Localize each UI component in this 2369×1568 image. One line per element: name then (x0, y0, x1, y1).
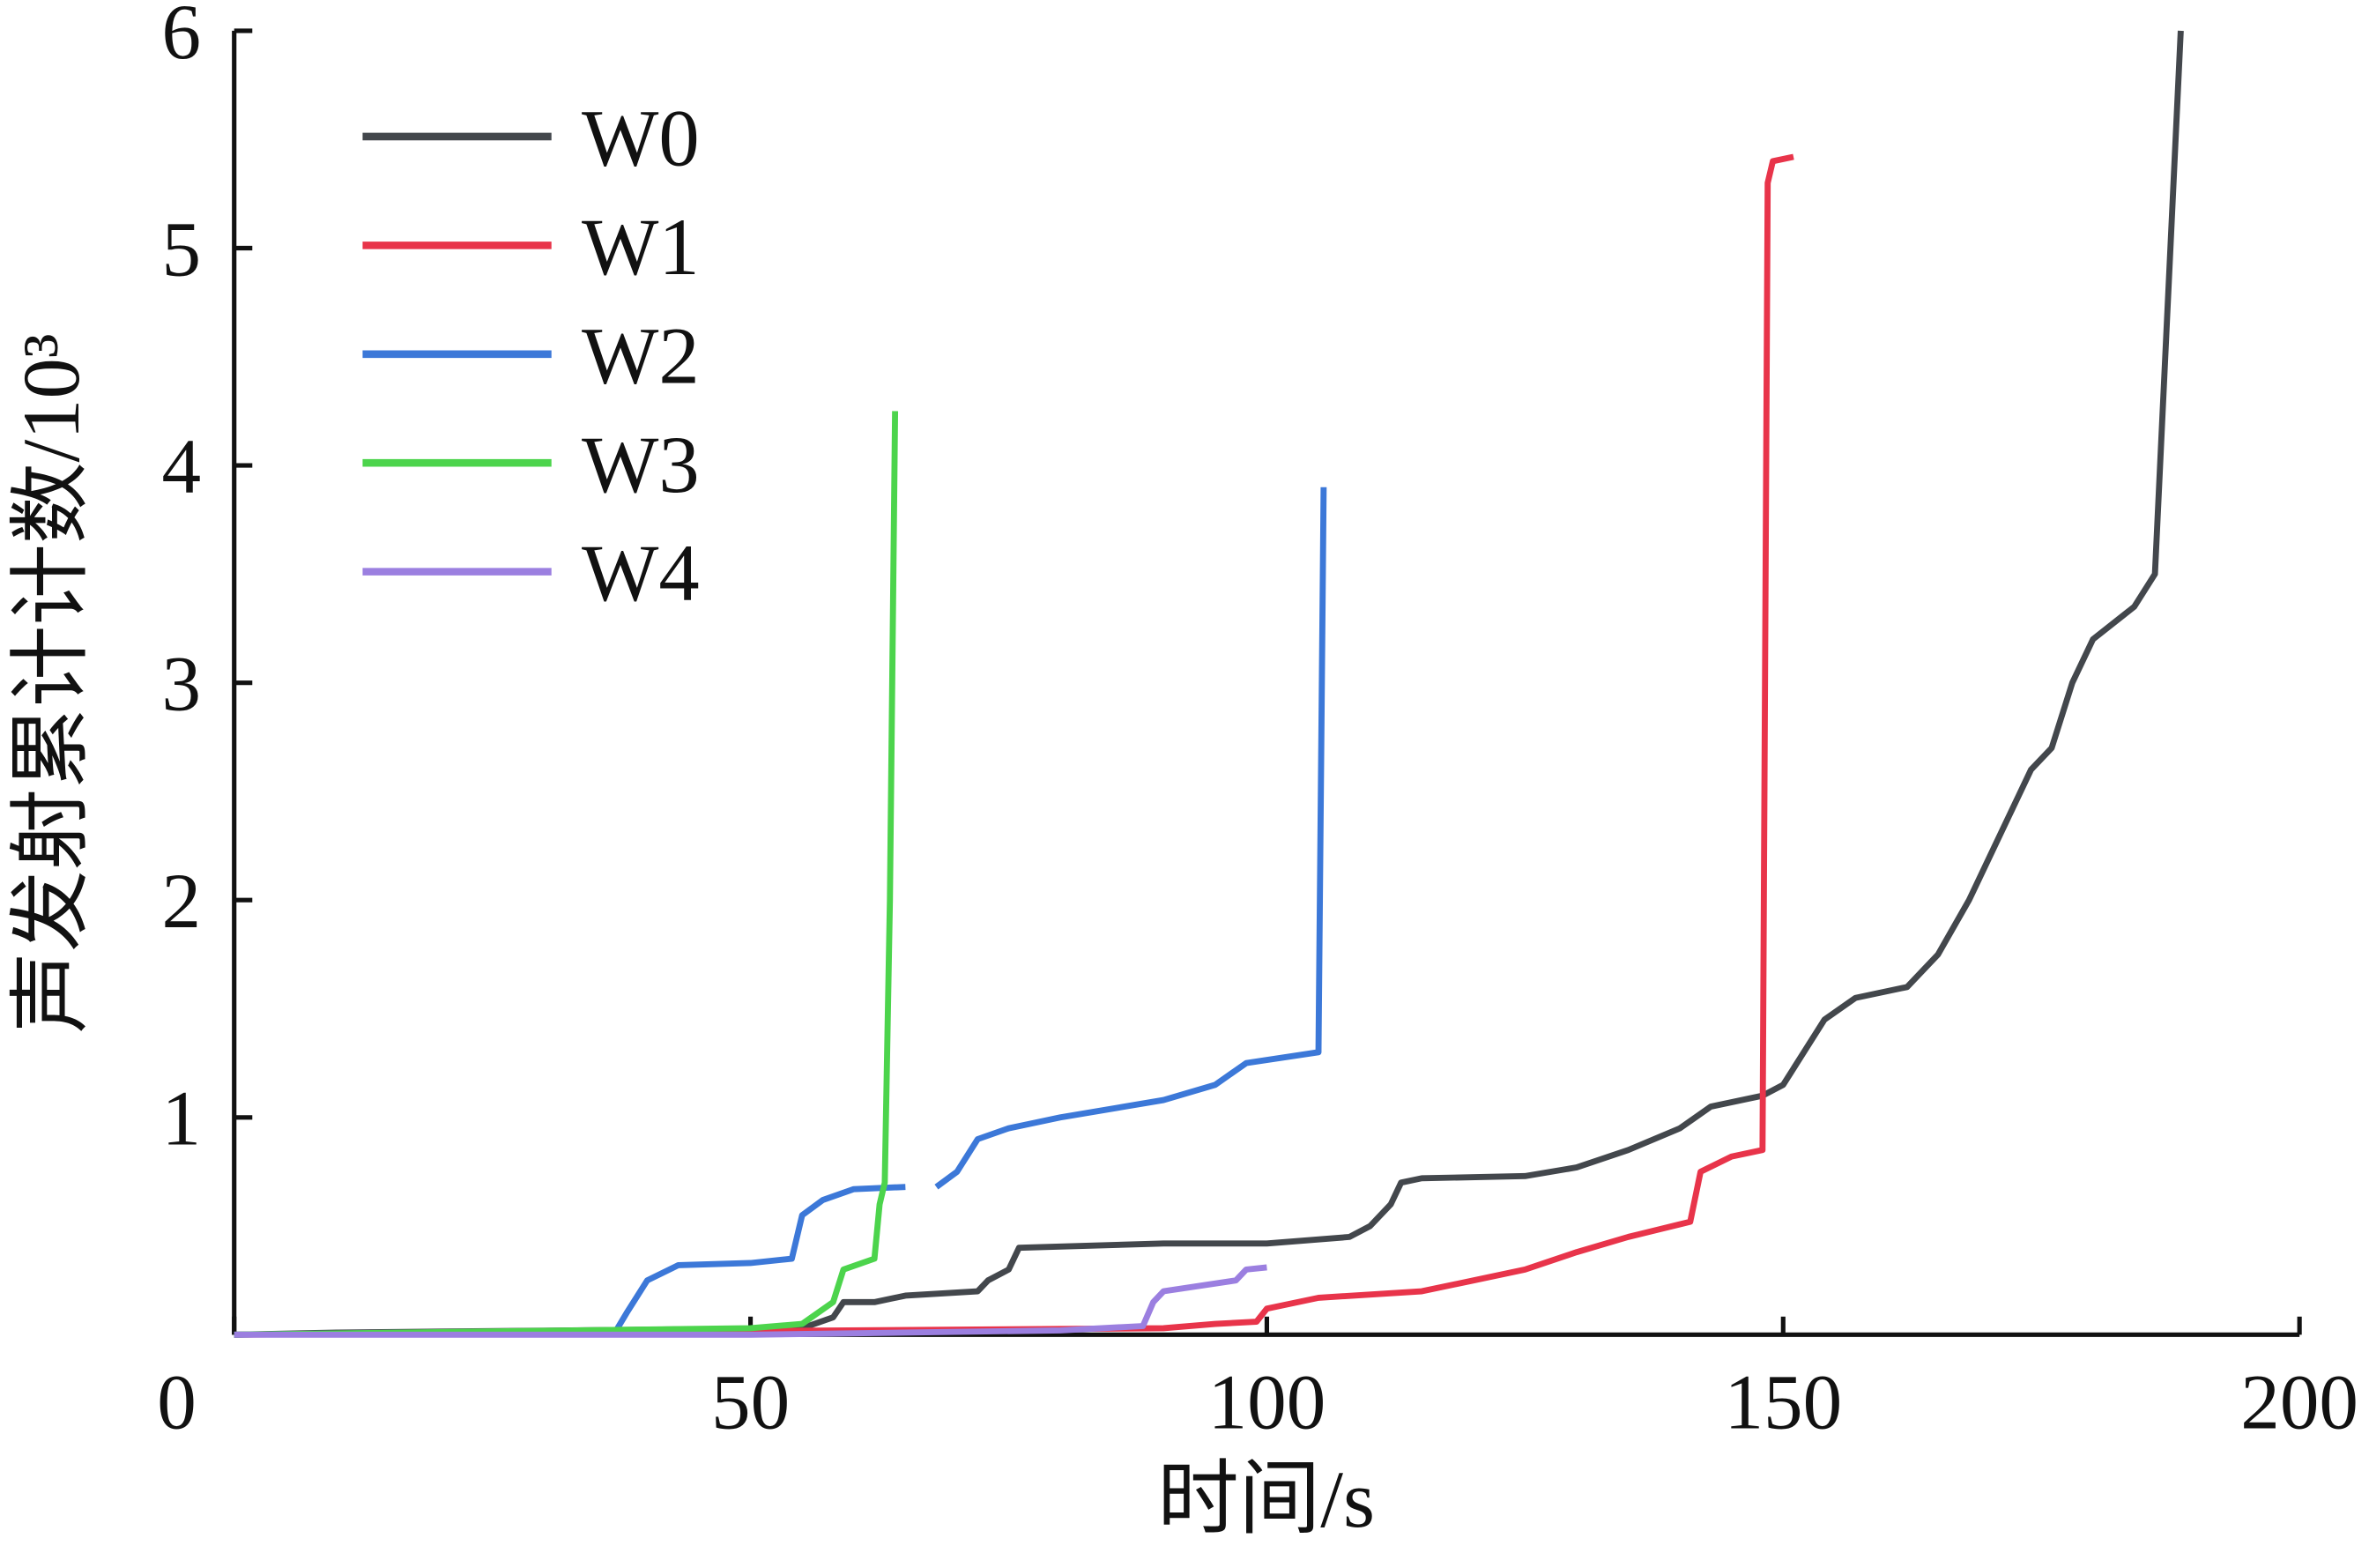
y-tick-label: 6 (161, 0, 201, 76)
legend-label: W4 (582, 529, 700, 619)
y-tick-label: 2 (161, 858, 201, 945)
legend-label: W2 (582, 311, 700, 401)
legend-label: W0 (582, 94, 700, 184)
x-tick-label: 50 (711, 1360, 790, 1446)
series-line (234, 1264, 1267, 1338)
legend-label: W3 (582, 420, 700, 510)
series-line (234, 30, 2184, 1338)
series-line (234, 411, 899, 1338)
x-tick-label: 100 (1208, 1360, 1326, 1446)
series-line (234, 487, 1327, 1338)
y-axis-title: 声发射累计计数/10³ (7, 334, 97, 1034)
x-tick-label: 150 (1724, 1360, 1842, 1446)
y-tick-label: 3 (161, 642, 201, 728)
x-tick-label: 0 (157, 1360, 197, 1446)
x-axis-title: 时间/s (1157, 1455, 1375, 1545)
legend-label: W1 (582, 203, 700, 293)
y-tick-label: 5 (161, 206, 201, 293)
series-line (234, 153, 1794, 1338)
y-tick-label: 4 (161, 424, 201, 510)
y-tick-label: 1 (161, 1076, 201, 1163)
x-tick-label: 200 (2240, 1360, 2358, 1446)
